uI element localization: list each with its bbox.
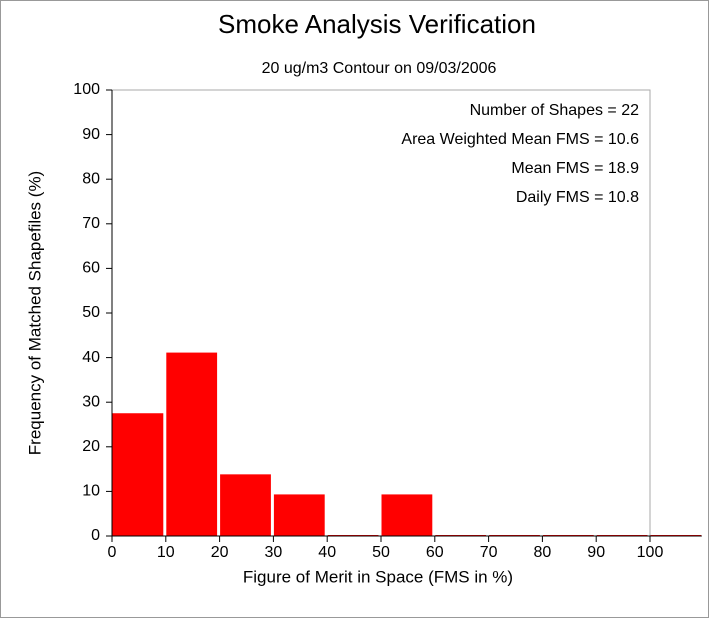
bar (112, 413, 164, 536)
x-tick-label: 60 (426, 544, 444, 561)
y-axis-label: Frequency of Matched Shapefiles (%) (25, 171, 44, 455)
y-tick-label: 70 (82, 215, 100, 232)
x-tick-label: 50 (372, 544, 390, 561)
x-tick-label: 80 (534, 544, 552, 561)
bar (273, 494, 325, 536)
y-tick-label: 60 (82, 260, 100, 277)
y-tick-label: 100 (73, 81, 100, 98)
annotation: Area Weighted Mean FMS = 10.6 (401, 131, 639, 148)
x-tick-label: 10 (157, 544, 175, 561)
x-tick-label: 30 (265, 544, 283, 561)
x-tick-label: 20 (211, 544, 229, 561)
y-tick-label: 80 (82, 170, 100, 187)
x-tick-label: 100 (637, 544, 664, 561)
x-axis-label: Figure of Merit in Space (FMS in %) (243, 567, 513, 586)
x-tick-label: 70 (480, 544, 498, 561)
y-tick-label: 40 (82, 349, 100, 366)
chart-subtitle: 20 ug/m3 Contour on 09/03/2006 (262, 60, 497, 77)
bar (220, 474, 271, 536)
bar (381, 494, 433, 536)
x-tick-label: 0 (108, 544, 117, 561)
y-tick-label: 0 (91, 527, 100, 544)
annotation: Mean FMS = 18.9 (511, 160, 639, 177)
y-tick-label: 50 (82, 304, 100, 321)
y-tick-label: 20 (82, 438, 100, 455)
annotation: Daily FMS = 10.8 (516, 189, 639, 206)
chart-title: Smoke Analysis Verification (218, 9, 536, 39)
annotation: Number of Shapes = 22 (470, 102, 640, 119)
y-tick-label: 90 (82, 126, 100, 143)
y-tick-label: 10 (82, 483, 100, 500)
x-tick-label: 40 (318, 544, 336, 561)
y-tick-label: 30 (82, 393, 100, 410)
x-tick-label: 90 (587, 544, 605, 561)
bar (166, 352, 218, 536)
